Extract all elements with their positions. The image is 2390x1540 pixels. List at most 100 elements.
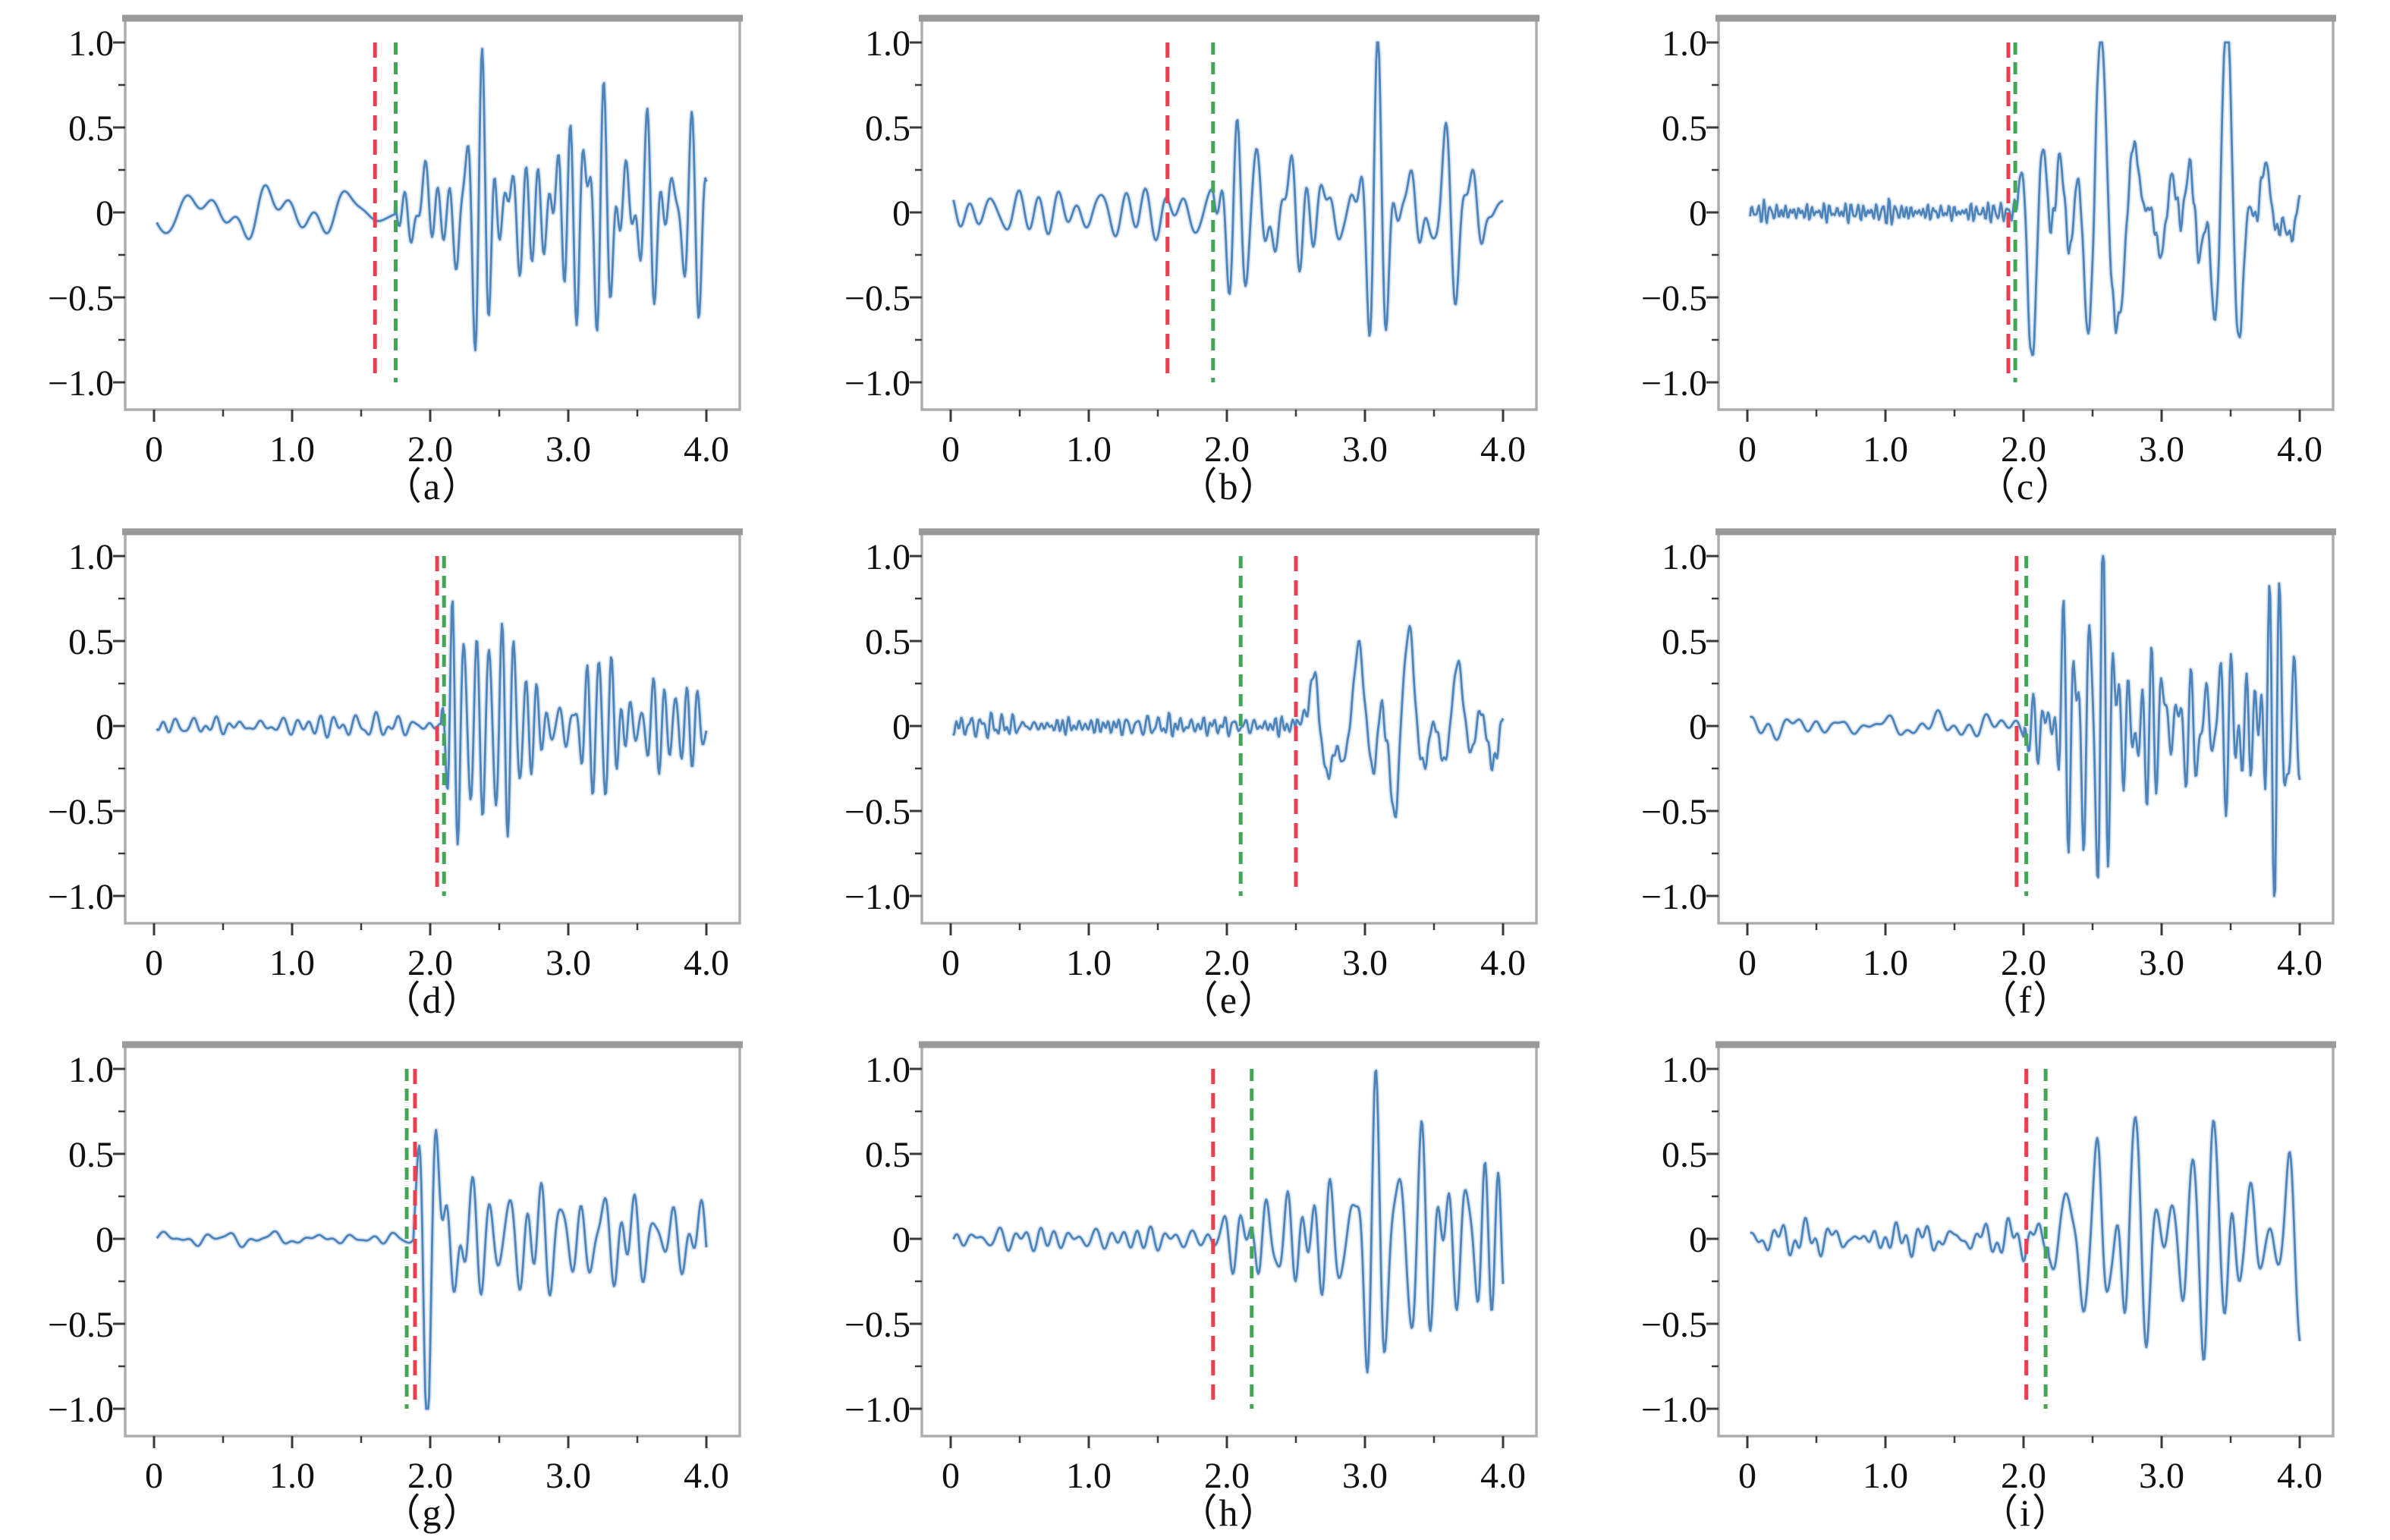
y-tick-label: 0 xyxy=(1689,707,1707,747)
x-tick-label: 0 xyxy=(145,429,163,470)
x-tick-label: 4.0 xyxy=(2277,1456,2322,1496)
y-tick-label: 1.0 xyxy=(68,1050,114,1090)
y-tick-label: −1.0 xyxy=(48,877,114,917)
x-tick-label: 1.0 xyxy=(269,429,315,470)
y-tick-label: −1.0 xyxy=(844,877,910,917)
x-tick-label: 0 xyxy=(942,943,960,983)
subplot-i-canvas: 1.0 0.5 0 −0.5 −1.0 0 1.0 2.0 3.0 4.0 xyxy=(1641,1041,2336,1496)
waveform-trace xyxy=(952,1069,1505,1374)
y-tick-label: −1.0 xyxy=(844,363,910,404)
y-tick-label: 0 xyxy=(892,193,910,234)
y-tick-label: 0.5 xyxy=(1662,622,1707,662)
x-tick-label: 0 xyxy=(942,429,960,470)
x-tick-label: 3.0 xyxy=(1342,943,1388,983)
y-tick-label: 1.0 xyxy=(68,537,114,577)
plot-frame xyxy=(124,15,741,411)
subplot-c: 1.0 0.5 0 −0.5 −1.0 0 1.0 2.0 3.0 4.0 （c） xyxy=(1593,0,2390,513)
x-tick-label: 3.0 xyxy=(546,1456,591,1496)
y-tick-label: 1.0 xyxy=(865,537,910,577)
y-tick-label: 0.5 xyxy=(865,108,910,149)
subplot-i: 1.0 0.5 0 −0.5 −1.0 0 1.0 2.0 3.0 4.0 （i） xyxy=(1593,1026,2390,1539)
x-tick-label: 2.0 xyxy=(2001,943,2046,983)
waveform-trace xyxy=(156,48,708,352)
x-tick-label: 3.0 xyxy=(2139,1456,2184,1496)
y-tick-label: 0 xyxy=(96,707,114,747)
y-tick-label: 1.0 xyxy=(865,24,910,64)
x-tick-label: 3.0 xyxy=(2139,943,2184,983)
subplot-e-canvas: 1.0 0.5 0 −0.5 −1.0 0 1.0 2.0 3.0 4.0 xyxy=(844,528,1539,983)
y-tick-label: 0.5 xyxy=(68,108,114,149)
subplot-a: 1.0 0.5 0 −0.5 −1.0 0 1.0 2.0 3.0 4.0 （a） xyxy=(0,0,797,513)
x-tick-label: 2.0 xyxy=(1204,943,1250,983)
subplot-g: 1.0 0.5 0 −0.5 −1.0 0 1.0 2.0 3.0 4.0 （g） xyxy=(0,1026,797,1539)
y-tick-label: 0 xyxy=(1689,1220,1707,1260)
y-tick-label: −0.5 xyxy=(1641,792,1707,832)
y-tick-label: 1.0 xyxy=(68,24,114,64)
subplot-d-caption: （d） xyxy=(382,979,483,1021)
y-tick-label: 0.5 xyxy=(68,622,114,662)
y-tick-label: 0.5 xyxy=(1662,1135,1707,1175)
y-tick-label: 0 xyxy=(892,707,910,747)
y-tick-label: −0.5 xyxy=(844,1305,910,1345)
x-tick-label: 3.0 xyxy=(1342,429,1388,470)
x-tick-label: 2.0 xyxy=(1204,1456,1250,1496)
y-tick-label: 0.5 xyxy=(865,1135,910,1175)
y-tick-label: −0.5 xyxy=(844,278,910,319)
x-tick-label: 0 xyxy=(1738,1456,1756,1496)
y-tick-label: −0.5 xyxy=(844,792,910,832)
subplot-b: 1.0 0.5 0 −0.5 −1.0 0 1.0 2.0 3.0 4.0 （b） xyxy=(797,0,1593,513)
y-tick-label: −1.0 xyxy=(1641,1390,1707,1430)
waveform-trace xyxy=(1750,1116,2301,1361)
x-tick-label: 0 xyxy=(1738,429,1756,470)
subplot-g-caption: （g） xyxy=(382,1491,483,1534)
x-tick-label: 1.0 xyxy=(1863,1456,1908,1496)
y-tick-label: −0.5 xyxy=(1641,1305,1707,1345)
x-tick-label: 0 xyxy=(942,1456,960,1496)
subplot-f: 1.0 0.5 0 −0.5 −1.0 0 1.0 2.0 3.0 4.0 （f） xyxy=(1593,514,2390,1026)
subplot-h-caption: （h） xyxy=(1179,1491,1279,1534)
y-tick-label: 1.0 xyxy=(865,1050,910,1090)
x-tick-label: 2.0 xyxy=(1204,429,1250,470)
waveform-trace xyxy=(952,41,1504,337)
x-tick-label: 2.0 xyxy=(407,943,453,983)
subplot-f-caption: （f） xyxy=(1979,979,2073,1021)
x-tick-label: 4.0 xyxy=(1480,1456,1526,1496)
y-tick-label: 0 xyxy=(1689,193,1707,234)
subplot-g-canvas: 1.0 0.5 0 −0.5 −1.0 0 1.0 2.0 3.0 4.0 xyxy=(48,1041,743,1496)
x-tick-label: 4.0 xyxy=(684,429,729,470)
subplot-i-caption: （i） xyxy=(1980,1491,2071,1534)
x-tick-label: 2.0 xyxy=(407,1456,453,1496)
subplot-d-canvas: 1.0 0.5 0 −0.5 −1.0 0 1.0 2.0 3.0 4.0 xyxy=(48,528,743,983)
subplot-f-canvas: 1.0 0.5 0 −0.5 −1.0 0 1.0 2.0 3.0 4.0 xyxy=(1641,528,2336,983)
x-tick-label: 1.0 xyxy=(1066,943,1112,983)
subplot-b-canvas: 1.0 0.5 0 −0.5 −1.0 0 1.0 2.0 3.0 4.0 xyxy=(844,14,1539,470)
subplot-a-canvas: 1.0 0.5 0 −0.5 −1.0 0 1.0 2.0 3.0 4.0 xyxy=(48,14,743,470)
y-tick-label: 1.0 xyxy=(1662,537,1707,577)
x-tick-label: 4.0 xyxy=(2277,943,2322,983)
subplot-d: 1.0 0.5 0 −0.5 −1.0 0 1.0 2.0 3.0 4.0 （d） xyxy=(0,514,797,1026)
y-tick-label: 0 xyxy=(96,1220,114,1260)
x-tick-label: 1.0 xyxy=(269,943,315,983)
x-tick-label: 3.0 xyxy=(546,943,591,983)
x-tick-label: 2.0 xyxy=(407,429,453,470)
waveform-trace xyxy=(952,624,1505,819)
subplot-c-caption: （c） xyxy=(1976,465,2075,508)
waveform-trace xyxy=(156,600,708,846)
x-tick-label: 4.0 xyxy=(1480,943,1526,983)
x-tick-label: 3.0 xyxy=(1342,1456,1388,1496)
x-tick-label: 3.0 xyxy=(546,429,591,470)
subplot-e-caption: （e） xyxy=(1180,979,1278,1021)
y-tick-label: −1.0 xyxy=(1641,877,1707,917)
y-tick-label: 0.5 xyxy=(1662,108,1707,149)
x-tick-label: 0 xyxy=(145,943,163,983)
y-tick-label: −0.5 xyxy=(1641,278,1707,319)
x-tick-label: 4.0 xyxy=(1480,429,1526,470)
y-tick-label: −0.5 xyxy=(48,278,114,319)
x-tick-label: 1.0 xyxy=(1066,429,1112,470)
x-tick-label: 2.0 xyxy=(2001,429,2046,470)
y-tick-label: −1.0 xyxy=(48,363,114,404)
x-tick-label: 0 xyxy=(1738,943,1756,983)
x-tick-label: 4.0 xyxy=(684,1456,729,1496)
x-tick-label: 1.0 xyxy=(1863,943,1908,983)
